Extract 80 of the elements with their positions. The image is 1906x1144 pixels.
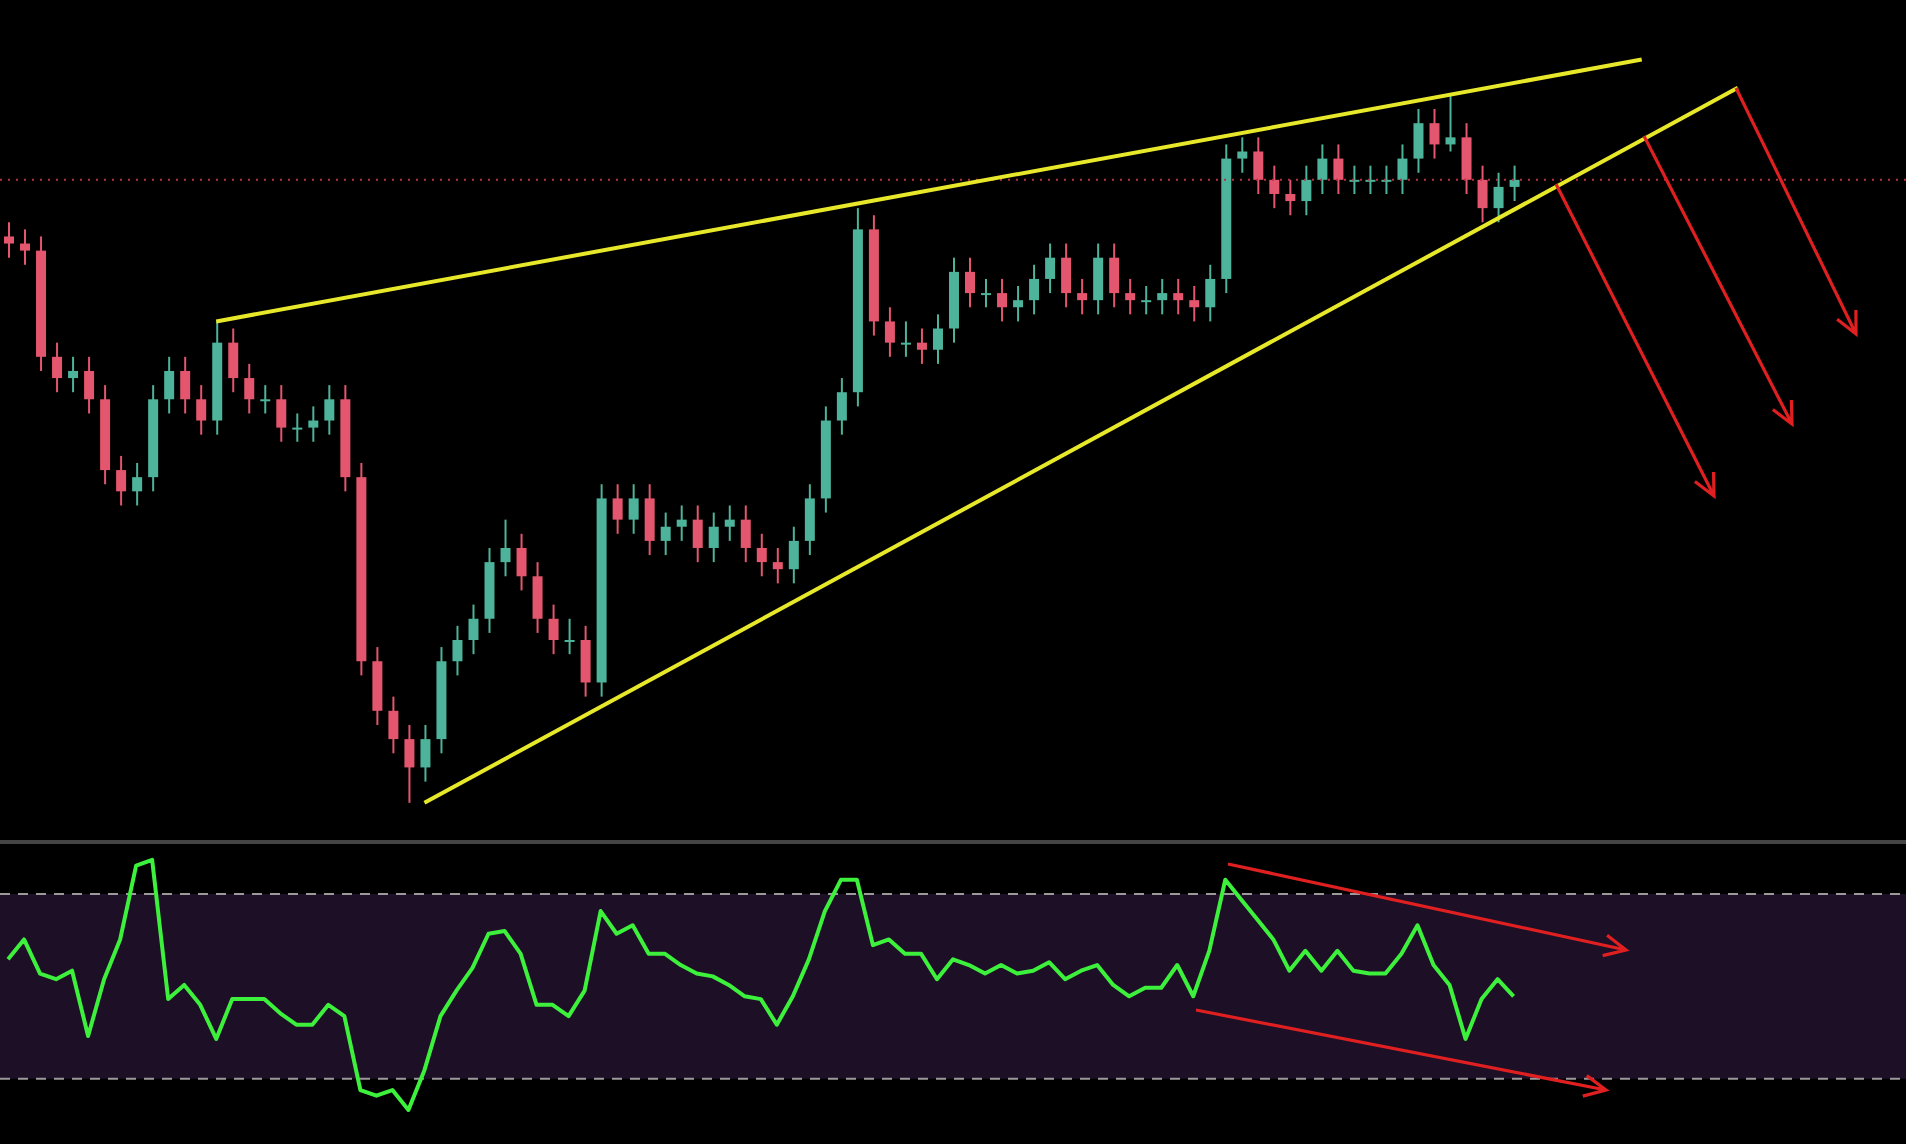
candlestick — [1253, 136, 1264, 195]
candlestick — [580, 624, 591, 698]
candlestick — [1013, 285, 1024, 323]
candlestick — [1397, 143, 1408, 195]
candlestick — [68, 355, 79, 394]
candlestick — [292, 412, 303, 443]
candlestick — [708, 511, 719, 564]
candlestick — [916, 327, 927, 365]
candlestick — [260, 384, 271, 415]
candlestick — [1333, 143, 1344, 195]
candlestick — [1077, 277, 1088, 316]
candlestick — [660, 511, 671, 557]
candlestick — [388, 695, 399, 755]
candlestick — [1349, 164, 1360, 195]
candlestick — [1125, 277, 1136, 316]
candlestick — [308, 405, 319, 443]
candlestick — [52, 341, 63, 394]
candlestick — [564, 617, 575, 656]
candlestick — [612, 483, 623, 535]
candlestick — [164, 355, 175, 415]
candlestick — [900, 320, 911, 358]
candlestick — [1509, 164, 1520, 203]
candlestick — [532, 561, 543, 634]
candlestick — [244, 362, 255, 415]
candlestick — [500, 518, 511, 578]
candlestick — [1109, 242, 1120, 309]
candlestick — [804, 483, 815, 557]
candlestick — [1093, 242, 1104, 316]
candlestick — [1173, 277, 1184, 316]
candlestick — [1045, 242, 1056, 295]
candlestick — [180, 355, 191, 415]
candlestick — [740, 504, 751, 564]
candlestick — [1429, 108, 1440, 160]
candlestick — [1445, 93, 1456, 153]
candlestick — [756, 532, 767, 578]
candlestick — [628, 483, 639, 535]
candlestick — [20, 228, 31, 266]
candlestick — [116, 454, 127, 507]
candlestick — [1493, 171, 1504, 224]
candlestick — [1205, 263, 1216, 323]
candlestick — [228, 327, 239, 394]
candlestick — [836, 377, 847, 436]
candlestick — [692, 504, 703, 564]
candlestick — [1317, 143, 1328, 195]
candlestick — [1189, 285, 1200, 323]
candlestick — [548, 603, 559, 656]
candlestick — [516, 532, 527, 592]
candlestick — [1365, 164, 1376, 195]
candlestick — [1461, 122, 1472, 195]
candlestick — [1061, 242, 1072, 309]
candlestick — [724, 504, 735, 542]
candlestick — [1029, 263, 1040, 316]
candlestick — [1269, 164, 1280, 210]
candlestick — [196, 384, 207, 436]
candlestick — [932, 313, 943, 365]
candlestick — [84, 355, 95, 415]
candlestick — [1157, 277, 1168, 316]
candlestick — [4, 221, 14, 259]
candlestick — [452, 624, 463, 677]
candlestick — [788, 525, 799, 585]
candlestick — [276, 384, 287, 443]
candlestick — [644, 483, 655, 557]
candlestick — [1413, 108, 1424, 174]
candlestick — [1477, 164, 1488, 224]
candlestick — [1237, 136, 1248, 174]
candlestick — [420, 723, 431, 783]
candlestick — [1285, 178, 1296, 217]
candlestick — [981, 277, 992, 309]
candlestick — [324, 384, 335, 436]
candlestick — [404, 723, 415, 804]
candlestick — [468, 603, 479, 656]
candlestick — [1301, 164, 1312, 217]
candlestick — [884, 306, 895, 358]
candlestick — [965, 256, 976, 309]
candlestick — [676, 504, 687, 542]
candlestick — [1141, 285, 1152, 316]
candlestick — [997, 277, 1008, 323]
candlestick — [1381, 164, 1392, 195]
candlestick — [772, 546, 783, 585]
candlestick — [132, 462, 143, 507]
